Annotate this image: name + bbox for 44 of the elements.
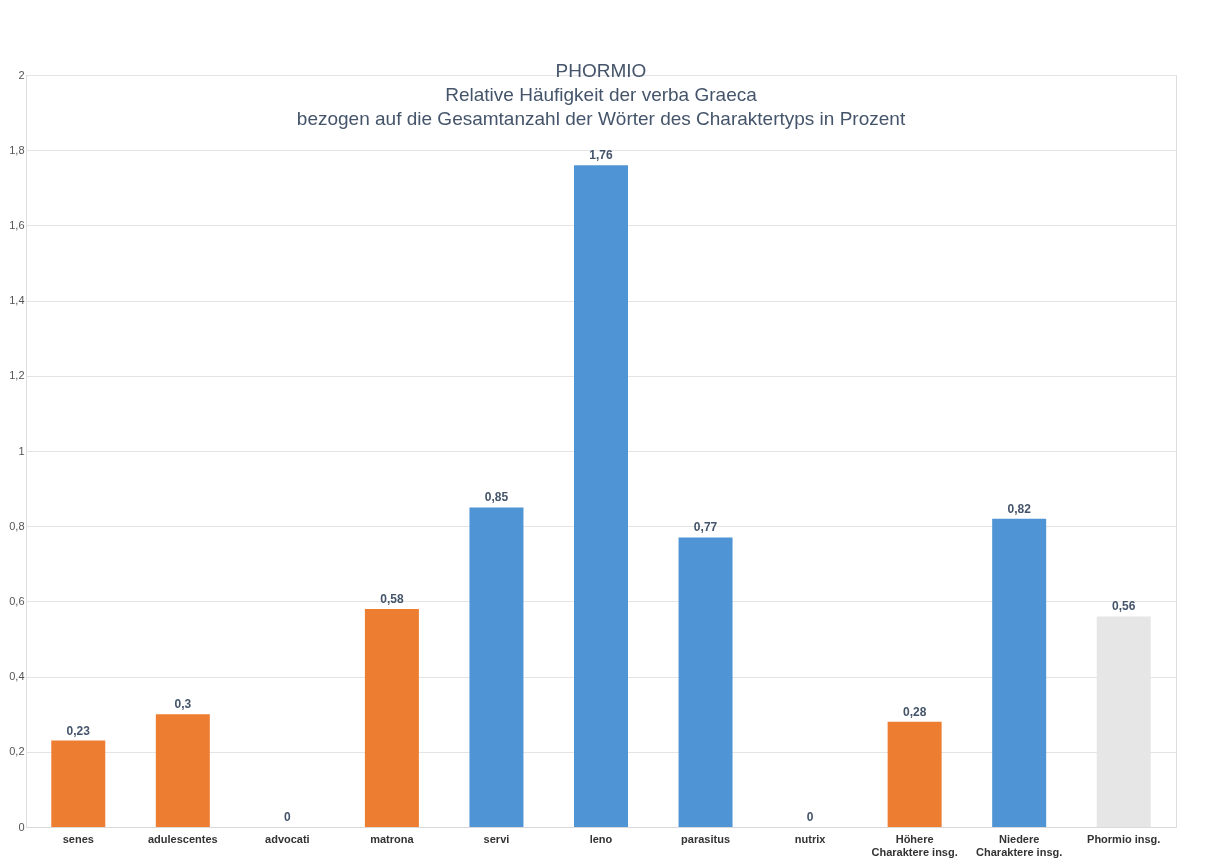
y-tick-label: 1,6 [9,218,25,231]
x-tick-label: parasitus [681,832,731,845]
y-tick-label: 0,2 [9,745,25,758]
y-tick-label: 0,8 [9,519,25,532]
y-tick-label: 1,8 [9,143,25,156]
y-tick-label: 0,4 [9,670,25,683]
x-tick-label: Phormio insg. [1087,832,1161,845]
x-tick-label: Höhere Charaktere insg. [871,832,958,858]
bar [51,740,106,827]
bar [364,608,419,827]
text: PHORMIO [555,60,647,81]
text: bezogen auf die Gesamtanzahl der Wörter des Charaktertyps in Prozent [296,108,906,129]
x-tick-label: senes [62,832,94,845]
y-tick-label: 0,6 [9,594,25,607]
bar [574,165,628,827]
bar [887,721,942,827]
data-label: 0 [806,810,814,824]
x-tick-label: nutrix [794,832,827,845]
data-label: 0,82 [1007,501,1032,516]
bar [992,518,1047,827]
data-label: 0 [284,810,292,824]
y-tick-label: 1,4 [9,294,25,307]
data-label: 0,23 [66,723,91,738]
x-tick-label: advocati [265,832,310,845]
x-tick-label: servi [483,832,510,845]
y-tick-label: 1 [18,444,25,457]
data-label: 0,58 [380,591,404,606]
bar [155,714,210,827]
text: Relative Häufigkeit der verba Graeca [445,84,757,105]
data-label: 0,56 [1112,599,1136,614]
x-tick-label: Niedere Charaktere insg. [976,832,1063,858]
x-tick-label: adulescentes [147,832,218,845]
data-label: 0,77 [693,520,718,535]
data-label: 0,28 [902,704,927,719]
y-tick-label: 2 [18,68,25,81]
bar [469,507,524,827]
data-label: 1,76 [589,148,613,163]
x-tick-label: matrona [370,832,415,845]
data-label: 0,3 [174,697,192,712]
y-tick-label: 1,2 [9,369,25,382]
x-tick-label: leno [589,832,613,845]
y-tick-label: 0 [18,820,25,833]
bar [678,537,733,827]
data-label: 0,85 [484,490,509,505]
